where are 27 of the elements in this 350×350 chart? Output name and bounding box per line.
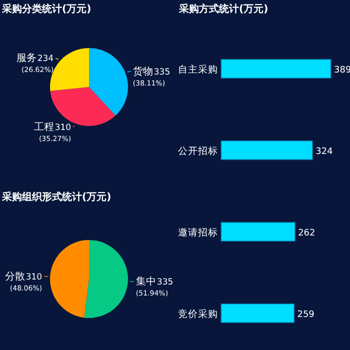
data-label: 259 <box>297 310 315 320</box>
slice-label: 货物 <box>132 65 153 78</box>
pie-slice <box>84 240 128 318</box>
pie-slice <box>50 240 89 318</box>
bar <box>220 140 314 160</box>
y-tick-label: 公开招标 <box>178 144 218 157</box>
data-label: 234 <box>37 54 54 64</box>
y-tick-label: 竞价采购 <box>178 308 218 320</box>
chart-title: 采购组织形式统计(万元) <box>1 191 112 203</box>
chart-title: 采购分类统计(万元) <box>1 3 92 15</box>
slice-label: 分散 <box>4 270 25 282</box>
data-label: 310 <box>26 272 42 282</box>
data-label: 310 <box>54 123 72 134</box>
data-label: 324 <box>316 146 334 157</box>
pie-slice <box>89 48 128 116</box>
y-tick-label: 自主采购 <box>178 63 218 76</box>
data-label: 335 <box>154 67 170 78</box>
bar <box>220 58 332 79</box>
y-tick-label: 邀请招标 <box>178 226 218 238</box>
bar <box>220 222 296 242</box>
slice-label: 工程 <box>34 122 54 134</box>
data-label: 262 <box>298 228 316 238</box>
slice-label: 集中 <box>136 276 156 288</box>
slice-label: 服务 <box>16 52 36 64</box>
chart-title: 采购方式统计(万元) <box>178 3 268 15</box>
bar <box>220 303 295 324</box>
data-label: 335 <box>156 278 174 288</box>
